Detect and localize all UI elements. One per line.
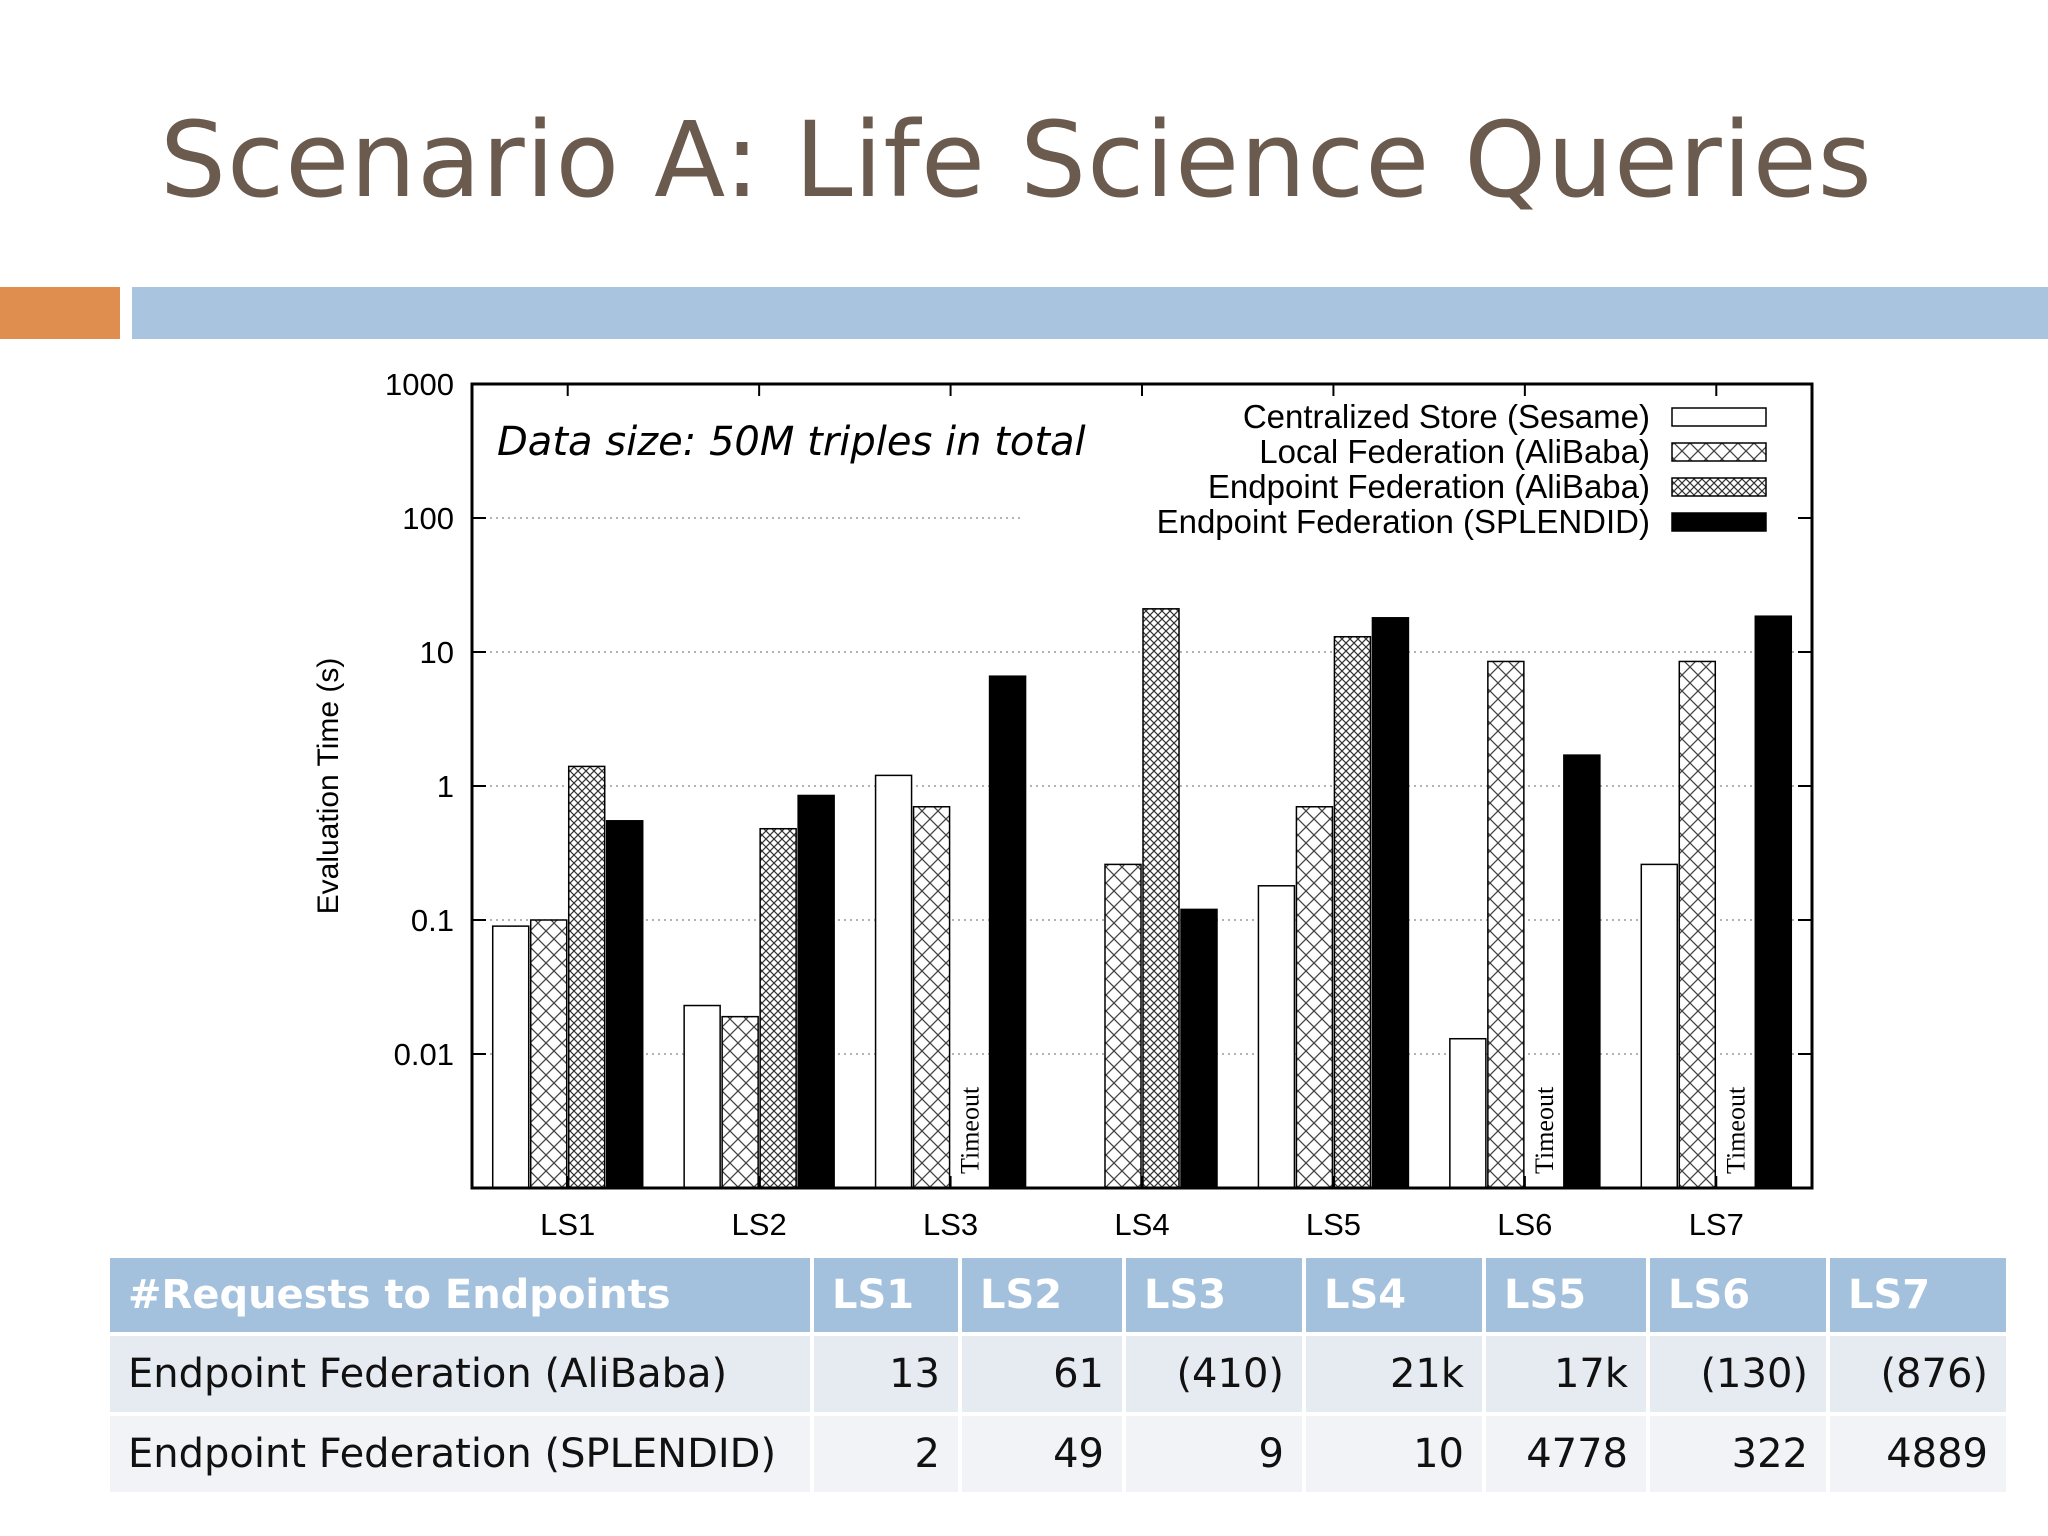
bar xyxy=(1754,615,1793,1189)
table-cell: 2 xyxy=(814,1416,958,1492)
accent-bar-orange xyxy=(0,287,120,339)
bar xyxy=(683,1004,721,1189)
bar xyxy=(1142,608,1180,1189)
table-cell: 4778 xyxy=(1486,1416,1646,1492)
table-header-ls2: LS2 xyxy=(962,1258,1122,1332)
x-tick-label: LS7 xyxy=(1689,1207,1744,1242)
data-size-annotation: Data size: 50M triples in total xyxy=(497,419,1086,465)
table-cell: (130) xyxy=(1650,1336,1826,1412)
x-tick-label: LS2 xyxy=(732,1207,787,1242)
bar xyxy=(1295,806,1334,1189)
bar xyxy=(874,774,913,1189)
bar xyxy=(1333,635,1372,1189)
table-header-ls3: LS3 xyxy=(1126,1258,1302,1332)
bar xyxy=(1104,863,1142,1189)
bar xyxy=(1678,660,1717,1189)
legend-label: Centralized Store (Sesame) xyxy=(1243,398,1650,435)
y-tick-label: 100 xyxy=(402,501,454,536)
table-header-label: #Requests to Endpoints xyxy=(110,1258,810,1332)
table-cell: (410) xyxy=(1126,1336,1302,1412)
x-tick-label: LS4 xyxy=(1114,1207,1169,1242)
plot-frame xyxy=(470,382,1814,1190)
y-axis-label: Evaluation Time (s) xyxy=(312,658,345,915)
y-tick-label: 1000 xyxy=(385,367,454,402)
bar xyxy=(1371,617,1410,1189)
bar xyxy=(1487,660,1525,1189)
timeout-label: Timeout xyxy=(1721,1086,1750,1174)
bar xyxy=(567,765,606,1189)
bar xyxy=(1563,754,1601,1189)
table-cell: 322 xyxy=(1650,1416,1826,1492)
legend-swatch xyxy=(1671,477,1767,497)
table-cell: 61 xyxy=(962,1336,1122,1412)
table-cell: 10 xyxy=(1306,1416,1482,1492)
row-label: Endpoint Federation (SPLENDID) xyxy=(110,1416,810,1492)
table-row: Endpoint Federation (AliBaba) 13 61 (410… xyxy=(110,1336,2006,1412)
timeout-label: Timeout xyxy=(1530,1086,1559,1174)
bar xyxy=(1640,863,1679,1189)
bar xyxy=(491,925,530,1189)
table-cell: 49 xyxy=(962,1416,1122,1492)
requests-table: #Requests to Endpoints LS1 LS2 LS3 LS4 L… xyxy=(106,1254,2010,1496)
x-tick-label: LS3 xyxy=(923,1207,978,1242)
table-header-ls5: LS5 xyxy=(1486,1258,1646,1332)
bar xyxy=(1257,885,1296,1189)
timeout-label: Timeout xyxy=(956,1086,985,1174)
x-tick-label: LS1 xyxy=(540,1207,595,1242)
legend-label: Endpoint Federation (SPLENDID) xyxy=(1157,503,1650,540)
table-row: Endpoint Federation (SPLENDID) 2 49 9 10… xyxy=(110,1416,2006,1492)
bar xyxy=(797,794,835,1189)
y-tick-label: 0.01 xyxy=(394,1037,454,1072)
bar xyxy=(529,919,568,1189)
x-tick-label: LS5 xyxy=(1306,1207,1361,1242)
table-cell: 13 xyxy=(814,1336,958,1412)
y-tick-label: 1 xyxy=(437,769,454,804)
table-header-ls4: LS4 xyxy=(1306,1258,1482,1332)
table-header-row: #Requests to Endpoints LS1 LS2 LS3 LS4 L… xyxy=(110,1258,2006,1332)
table-cell: 21k xyxy=(1306,1336,1482,1412)
bar xyxy=(605,820,644,1189)
table-header-ls1: LS1 xyxy=(814,1258,958,1332)
legend-label: Endpoint Federation (AliBaba) xyxy=(1208,468,1650,505)
bar xyxy=(912,806,951,1189)
table-header-ls7: LS7 xyxy=(1830,1258,2006,1332)
bar xyxy=(1449,1037,1487,1189)
x-tick-label: LS6 xyxy=(1497,1207,1552,1242)
bar xyxy=(759,827,797,1189)
table-cell: 17k xyxy=(1486,1336,1646,1412)
slide-title: Scenario A: Life Science Queries xyxy=(160,99,1873,221)
bar xyxy=(988,675,1027,1189)
y-tick-label: 0.1 xyxy=(411,903,454,938)
table-cell: (876) xyxy=(1830,1336,2006,1412)
evaluation-time-chart: Timeout Timeout Timeout 0.01 0.1 1 10 100 1000 L… xyxy=(312,367,1814,1242)
legend-swatch xyxy=(1671,442,1767,462)
table-header-ls6: LS6 xyxy=(1650,1258,1826,1332)
row-label: Endpoint Federation (AliBaba) xyxy=(110,1336,810,1412)
legend-swatch xyxy=(1671,512,1767,532)
bar xyxy=(721,1015,759,1189)
table-cell: 4889 xyxy=(1830,1416,2006,1492)
legend-swatch xyxy=(1671,407,1767,427)
table-cell: 9 xyxy=(1126,1416,1302,1492)
y-tick-label: 10 xyxy=(420,635,454,670)
bar xyxy=(1180,908,1218,1189)
accent-bar-blue xyxy=(132,287,2048,339)
legend-label: Local Federation (AliBaba) xyxy=(1259,433,1650,470)
